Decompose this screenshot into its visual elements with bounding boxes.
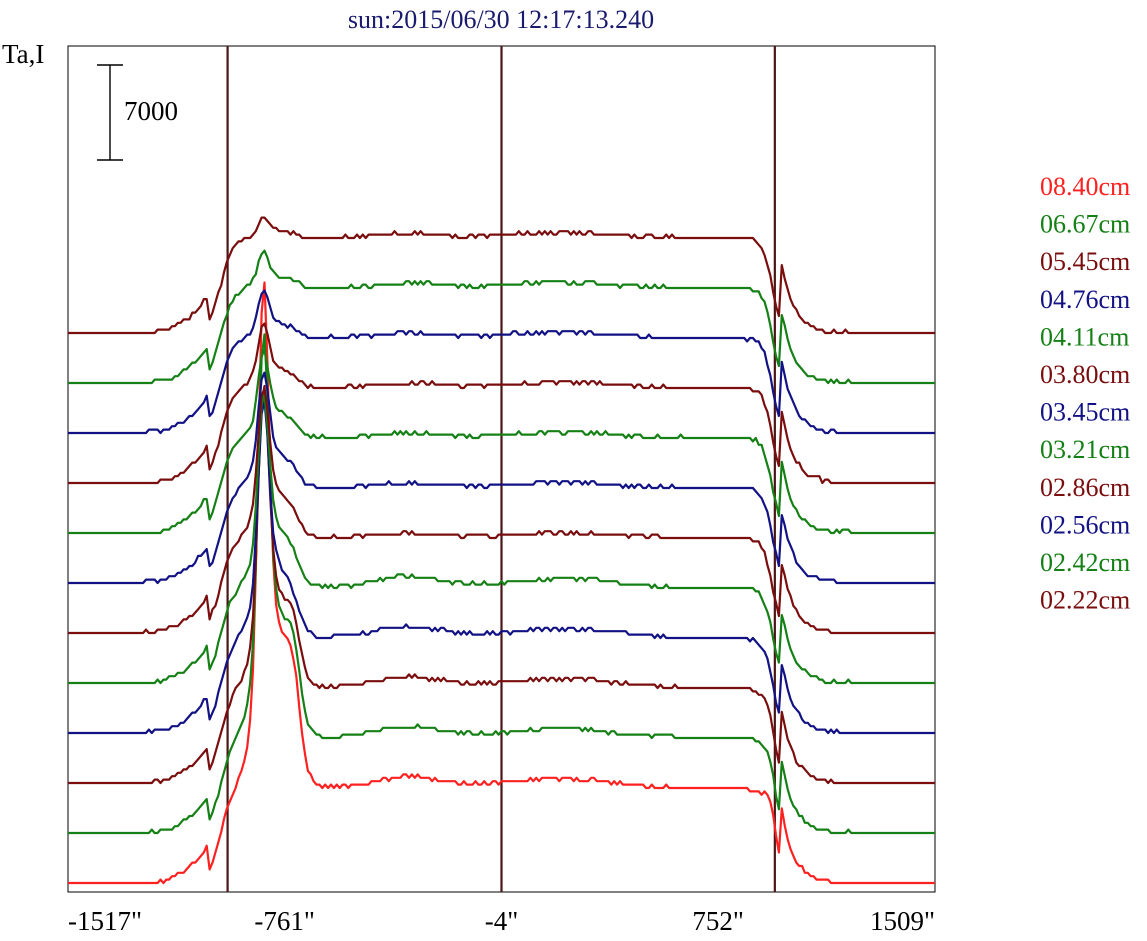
legend-entry: 02.86cm bbox=[1040, 473, 1130, 502]
chart-title: sun:2015/06/30 12:17:13.240 bbox=[348, 5, 654, 34]
x-tick-label: 752" bbox=[692, 906, 744, 936]
scale-bar-label: 7000 bbox=[124, 96, 178, 126]
legend-entry: 02.42cm bbox=[1040, 548, 1130, 577]
series-line-03.45cm bbox=[68, 371, 935, 585]
legend-entry: 04.76cm bbox=[1040, 285, 1130, 314]
legend-entry: 03.21cm bbox=[1040, 435, 1130, 464]
series-line-02.22cm bbox=[68, 216, 935, 335]
series-line-02.86cm bbox=[68, 322, 935, 485]
legend-entry: 02.56cm bbox=[1040, 510, 1130, 539]
legend-entry: 06.67cm bbox=[1040, 210, 1130, 239]
x-tick-label: 1509" bbox=[870, 906, 935, 936]
series-line-02.42cm bbox=[68, 249, 935, 385]
vertical-reference-lines bbox=[226, 46, 776, 892]
x-tick-label: -4" bbox=[485, 906, 519, 936]
series-line-03.21cm bbox=[68, 348, 935, 535]
legend-entry: 04.11cm bbox=[1040, 322, 1129, 351]
series-curves bbox=[68, 216, 935, 885]
series-line-04.76cm bbox=[68, 399, 935, 735]
series-line-08.40cm bbox=[68, 281, 935, 885]
legend-entry: 05.45cm bbox=[1040, 247, 1130, 276]
legend: 08.40cm 06.67cm 05.45cm 04.76cm 04.11cm 03.80… bbox=[1040, 172, 1130, 615]
x-tick-label: -761" bbox=[254, 906, 315, 936]
series-line-06.67cm bbox=[68, 333, 935, 835]
series-line-05.45cm bbox=[68, 384, 935, 785]
legend-entry: 02.22cm bbox=[1040, 586, 1130, 615]
scale-bar: 7000 bbox=[97, 64, 178, 161]
legend-entry: 08.40cm bbox=[1040, 172, 1130, 201]
legend-entry: 03.45cm bbox=[1040, 398, 1130, 427]
legend-entry: 03.80cm bbox=[1040, 360, 1130, 389]
series-line-02.56cm bbox=[68, 289, 935, 435]
y-axis-label: Ta,I bbox=[2, 39, 44, 69]
series-line-04.11cm bbox=[68, 393, 935, 685]
series-line-03.80cm bbox=[68, 387, 935, 635]
x-tick-label: -1517" bbox=[68, 906, 142, 936]
x-axis-tick-labels: -1517" -761" -4" 752" 1509" bbox=[68, 906, 935, 936]
